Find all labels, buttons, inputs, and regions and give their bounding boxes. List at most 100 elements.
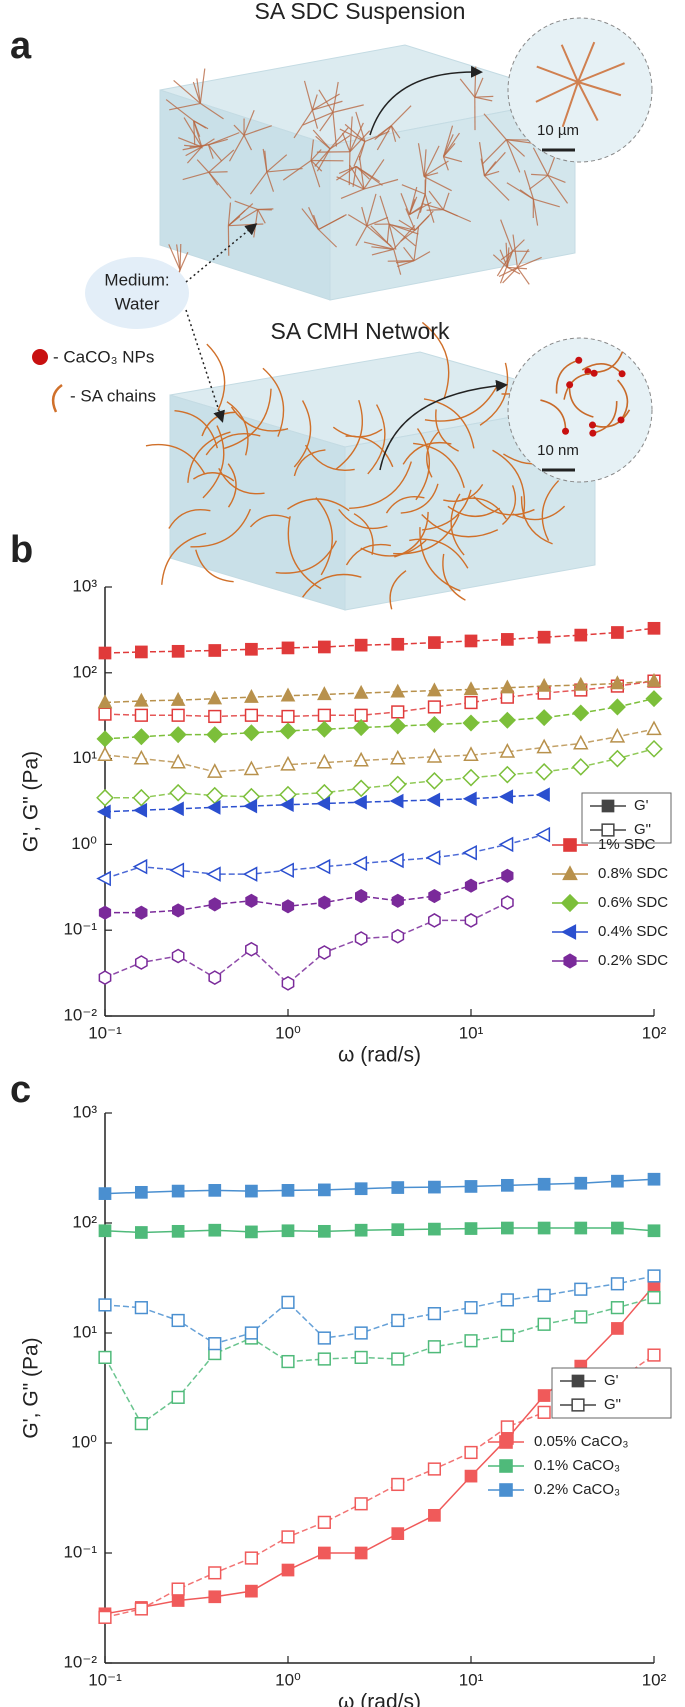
fiber [257,209,266,224]
fiber [423,176,452,192]
fiber [366,216,389,227]
fiber [443,156,463,163]
fiber [388,223,416,247]
marker [562,865,578,881]
marker [245,1584,258,1598]
marker [133,802,148,818]
marker [391,1477,405,1492]
legend-text: - CaCO₃ NPs [53,347,154,366]
legend-chain [51,383,63,413]
fiber [339,128,366,143]
fiber [169,102,201,111]
y-tick-label: 10² [72,662,97,681]
chain [415,428,431,501]
fiber [243,135,253,151]
fiber [266,171,275,192]
marker [208,897,221,912]
chain [520,496,553,545]
marker [391,1527,405,1540]
fiber [386,224,390,243]
chain [424,385,498,422]
fiber [340,188,365,199]
marker [563,838,577,852]
marker [134,708,148,722]
fiber [512,239,525,252]
marker [464,1469,478,1483]
marker [601,799,615,813]
marker [500,679,515,694]
chain [353,513,374,555]
marker [498,711,516,729]
series-line [104,1227,655,1234]
fiber [577,41,596,83]
fiber [249,171,268,195]
fiber [502,267,518,284]
fiber [310,160,323,172]
chain [287,516,322,590]
chain [168,509,211,529]
legend-label: 0.1% CaCO₃ [534,1457,620,1474]
marker [281,1354,295,1369]
fiber [523,170,534,200]
fiber [173,80,201,104]
fiber [349,130,371,153]
fiber [363,241,394,250]
legend-text: - SA chains [70,386,156,405]
marker [428,1222,441,1236]
marker [316,796,331,811]
marker [571,758,590,776]
marker [537,1405,551,1419]
fiber [408,199,416,215]
y-axis-label: G', G" (Pa) [20,751,43,852]
marker [132,728,150,746]
fiber [193,120,196,145]
marker [428,1508,441,1522]
marker [318,1183,331,1197]
marker [391,1223,405,1237]
x-tick-label: 10² [642,1670,667,1689]
marker [171,708,185,722]
legend-label: 0.2% CaCO₃ [534,1481,620,1498]
inset-circle [507,17,653,163]
fiber [577,81,622,97]
x-tick-label: 10¹ [459,1670,484,1689]
marker [208,1337,222,1351]
series-line [104,680,655,704]
marker [281,709,295,724]
fiber [414,215,430,231]
fiber [233,124,245,136]
marker [243,798,258,814]
marker [561,924,577,940]
fiber [336,165,357,181]
marker [318,1224,331,1238]
panel-label: c [10,1069,31,1111]
nanoparticle [618,370,626,378]
fiber [388,223,397,250]
nanoparticle [589,421,596,429]
marker [317,1515,331,1529]
marker [208,1223,222,1237]
marker [169,801,184,817]
marker [354,1350,368,1365]
fiber [492,254,508,268]
fiber [533,198,560,208]
marker [96,730,114,748]
marker [354,1497,368,1511]
marker [97,694,113,709]
fiber [484,170,500,177]
fiber [234,200,258,211]
chain [443,484,484,502]
marker [499,1459,513,1473]
fiber [393,249,402,275]
chain [479,362,509,426]
fiber [208,171,228,173]
marker [98,1350,112,1365]
marker [500,1420,514,1434]
fiber [516,249,529,268]
marker [353,684,369,699]
marker [537,1389,551,1402]
fiber [165,99,195,122]
fiber [207,144,214,159]
marker [535,826,551,843]
